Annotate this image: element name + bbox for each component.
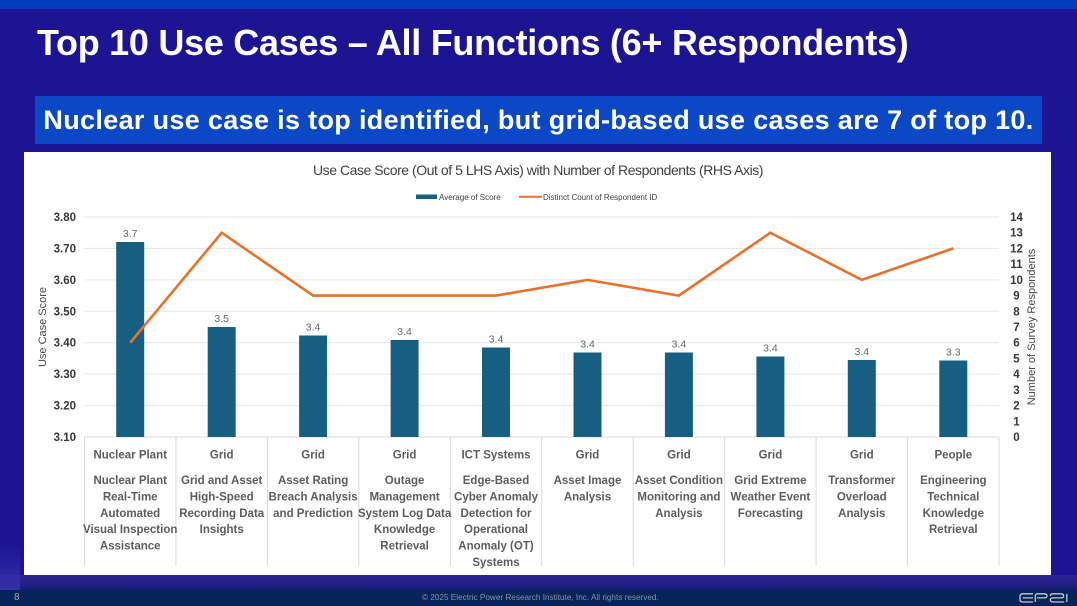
svg-text:and Prediction: and Prediction <box>273 508 353 520</box>
svg-text:3.30: 3.30 <box>54 369 76 381</box>
svg-text:3.80: 3.80 <box>54 212 76 224</box>
svg-text:9: 9 <box>1013 291 1019 303</box>
svg-text:Edge-Based: Edge-Based <box>463 475 529 487</box>
svg-text:Real-Time: Real-Time <box>103 491 158 503</box>
svg-text:Detection for: Detection for <box>461 508 532 520</box>
svg-text:Engineering: Engineering <box>920 475 986 487</box>
svg-text:Systems: Systems <box>472 557 519 569</box>
svg-text:3.4: 3.4 <box>306 322 321 334</box>
svg-text:3.4: 3.4 <box>580 339 595 351</box>
svg-text:Breach Analysis: Breach Analysis <box>269 491 358 503</box>
svg-text:Grid: Grid <box>850 450 874 462</box>
svg-text:Asset Rating: Asset Rating <box>278 475 348 487</box>
svg-text:Recording Data: Recording Data <box>179 508 265 520</box>
svg-text:6: 6 <box>1013 338 1019 350</box>
svg-text:Analysis: Analysis <box>655 508 702 520</box>
svg-text:Nuclear Plant: Nuclear Plant <box>93 450 167 462</box>
svg-text:Grid: Grid <box>576 450 600 462</box>
svg-text:3.4: 3.4 <box>489 334 504 346</box>
svg-text:3.4: 3.4 <box>854 346 869 358</box>
svg-text:ICT Systems: ICT Systems <box>461 450 530 462</box>
svg-text:Visual Inspection: Visual Inspection <box>83 524 177 536</box>
svg-text:High-Speed: High-Speed <box>190 491 254 503</box>
svg-text:3.60: 3.60 <box>54 275 76 287</box>
svg-text:Grid: Grid <box>393 450 417 462</box>
svg-text:Retrieval: Retrieval <box>380 541 429 553</box>
svg-text:Nuclear Plant: Nuclear Plant <box>93 475 167 487</box>
svg-text:Forecasting: Forecasting <box>738 508 803 520</box>
svg-text:Weather Event: Weather Event <box>731 491 811 503</box>
svg-text:Assistance: Assistance <box>100 541 161 553</box>
svg-text:Grid: Grid <box>210 450 234 462</box>
svg-text:Analysis: Analysis <box>564 491 611 503</box>
svg-text:Asset Condition: Asset Condition <box>635 475 723 487</box>
svg-text:System Log Data: System Log Data <box>358 508 452 520</box>
svg-text:12: 12 <box>1010 243 1023 255</box>
svg-text:Retrieval: Retrieval <box>929 524 978 536</box>
svg-text:3.3: 3.3 <box>946 347 961 359</box>
svg-text:Management: Management <box>369 491 439 503</box>
svg-text:Analysis: Analysis <box>838 508 885 520</box>
svg-text:Overload: Overload <box>837 491 887 503</box>
svg-text:5: 5 <box>1013 353 1020 365</box>
svg-text:14: 14 <box>1010 212 1023 224</box>
svg-text:3: 3 <box>1013 385 1019 397</box>
svg-text:2: 2 <box>1013 401 1019 413</box>
svg-text:0: 0 <box>1013 432 1019 444</box>
svg-text:Monitoring and: Monitoring and <box>637 491 720 503</box>
svg-text:Use Case Score: Use Case Score <box>37 287 49 367</box>
svg-text:Average of Score: Average of Score <box>439 193 501 202</box>
svg-text:Insights: Insights <box>200 524 244 536</box>
svg-text:3.20: 3.20 <box>54 401 76 413</box>
svg-text:3.4: 3.4 <box>763 343 778 355</box>
svg-text:3.10: 3.10 <box>54 432 76 444</box>
svg-text:7: 7 <box>1013 322 1019 334</box>
svg-text:Grid: Grid <box>759 450 783 462</box>
svg-text:3.5: 3.5 <box>214 313 229 325</box>
svg-text:People: People <box>934 450 972 462</box>
svg-text:Knowledge: Knowledge <box>923 508 984 520</box>
svg-text:Asset Image: Asset Image <box>554 475 622 487</box>
svg-text:Grid: Grid <box>301 450 325 462</box>
svg-text:3.70: 3.70 <box>54 243 76 255</box>
svg-text:Automated: Automated <box>100 508 160 520</box>
svg-text:Knowledge: Knowledge <box>374 524 435 536</box>
svg-text:Grid: Grid <box>667 450 691 462</box>
svg-text:Cyber Anomaly: Cyber Anomaly <box>454 491 539 503</box>
svg-text:8: 8 <box>1013 306 1020 318</box>
svg-text:3.40: 3.40 <box>54 338 76 350</box>
svg-text:13: 13 <box>1010 228 1023 240</box>
svg-text:3.4: 3.4 <box>397 326 412 338</box>
svg-text:10: 10 <box>1010 275 1023 287</box>
svg-text:3.4: 3.4 <box>672 339 687 351</box>
svg-text:Distinct Count of Respondent I: Distinct Count of Respondent ID <box>543 193 658 202</box>
svg-text:Technical: Technical <box>927 491 979 503</box>
svg-text:Outage: Outage <box>385 475 425 487</box>
svg-text:Grid Extreme: Grid Extreme <box>734 475 806 487</box>
svg-text:Grid and Asset: Grid and Asset <box>181 475 263 487</box>
svg-text:4: 4 <box>1013 369 1020 381</box>
svg-text:Operational: Operational <box>464 524 528 536</box>
svg-text:Anomaly (OT): Anomaly (OT) <box>458 541 534 553</box>
svg-text:Number of Survey Respondents: Number of Survey Respondents <box>1026 248 1038 405</box>
svg-text:3.7: 3.7 <box>123 228 138 240</box>
svg-text:Use Case Score (Out of 5 LHS A: Use Case Score (Out of 5 LHS Axis) with … <box>313 162 763 178</box>
svg-text:1: 1 <box>1013 416 1020 428</box>
svg-text:11: 11 <box>1010 259 1023 271</box>
svg-text:3.50: 3.50 <box>54 306 76 318</box>
svg-text:Transformer: Transformer <box>828 475 896 487</box>
